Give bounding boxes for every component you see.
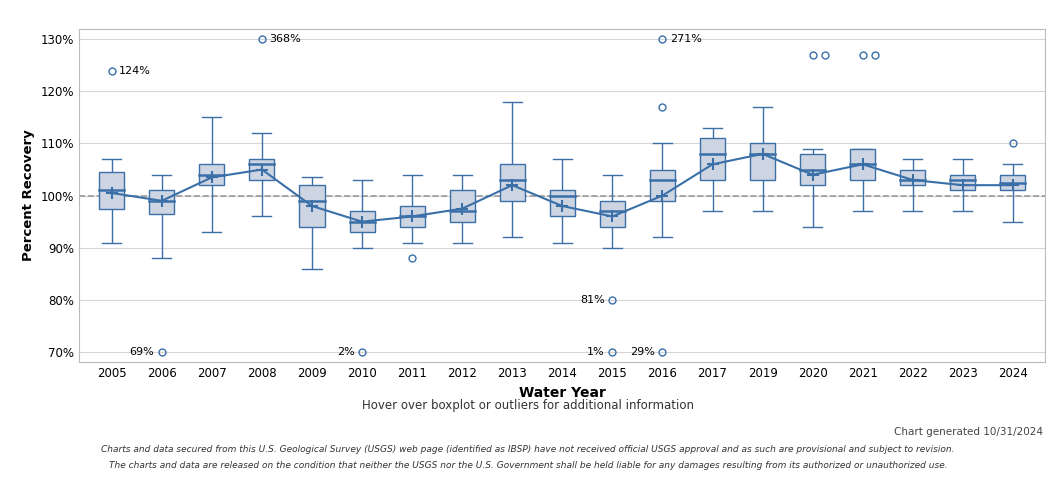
- Text: 271%: 271%: [670, 34, 702, 44]
- Text: 124%: 124%: [119, 65, 151, 75]
- FancyBboxPatch shape: [700, 138, 725, 180]
- Y-axis label: Percent Recovery: Percent Recovery: [22, 130, 35, 262]
- Text: Hover over boxplot or outliers for additional information: Hover over boxplot or outliers for addit…: [362, 399, 694, 412]
- Text: Charts and data secured from this U.S. Geological Survey (USGS) web page (identi: Charts and data secured from this U.S. G…: [101, 445, 955, 454]
- FancyBboxPatch shape: [99, 172, 125, 209]
- Text: 368%: 368%: [269, 34, 301, 44]
- X-axis label: Water Year: Water Year: [518, 386, 606, 400]
- Text: 69%: 69%: [130, 347, 154, 357]
- FancyBboxPatch shape: [800, 154, 825, 185]
- FancyBboxPatch shape: [200, 164, 224, 185]
- FancyBboxPatch shape: [600, 201, 625, 227]
- FancyBboxPatch shape: [649, 169, 675, 201]
- Text: 81%: 81%: [580, 295, 605, 305]
- FancyBboxPatch shape: [950, 175, 976, 191]
- FancyBboxPatch shape: [350, 211, 375, 232]
- FancyBboxPatch shape: [901, 169, 925, 185]
- FancyBboxPatch shape: [499, 164, 525, 201]
- FancyBboxPatch shape: [399, 206, 425, 227]
- Text: 29%: 29%: [630, 347, 655, 357]
- FancyBboxPatch shape: [249, 159, 275, 180]
- FancyBboxPatch shape: [750, 144, 775, 180]
- FancyBboxPatch shape: [149, 191, 174, 214]
- FancyBboxPatch shape: [850, 149, 875, 180]
- FancyBboxPatch shape: [300, 185, 324, 227]
- Text: 1%: 1%: [587, 347, 605, 357]
- Text: Chart generated 10/31/2024: Chart generated 10/31/2024: [894, 427, 1043, 437]
- Text: The charts and data are released on the condition that neither the USGS nor the : The charts and data are released on the …: [109, 461, 947, 470]
- Text: 2%: 2%: [337, 347, 355, 357]
- FancyBboxPatch shape: [450, 191, 475, 222]
- FancyBboxPatch shape: [550, 191, 574, 216]
- FancyBboxPatch shape: [1000, 175, 1025, 191]
